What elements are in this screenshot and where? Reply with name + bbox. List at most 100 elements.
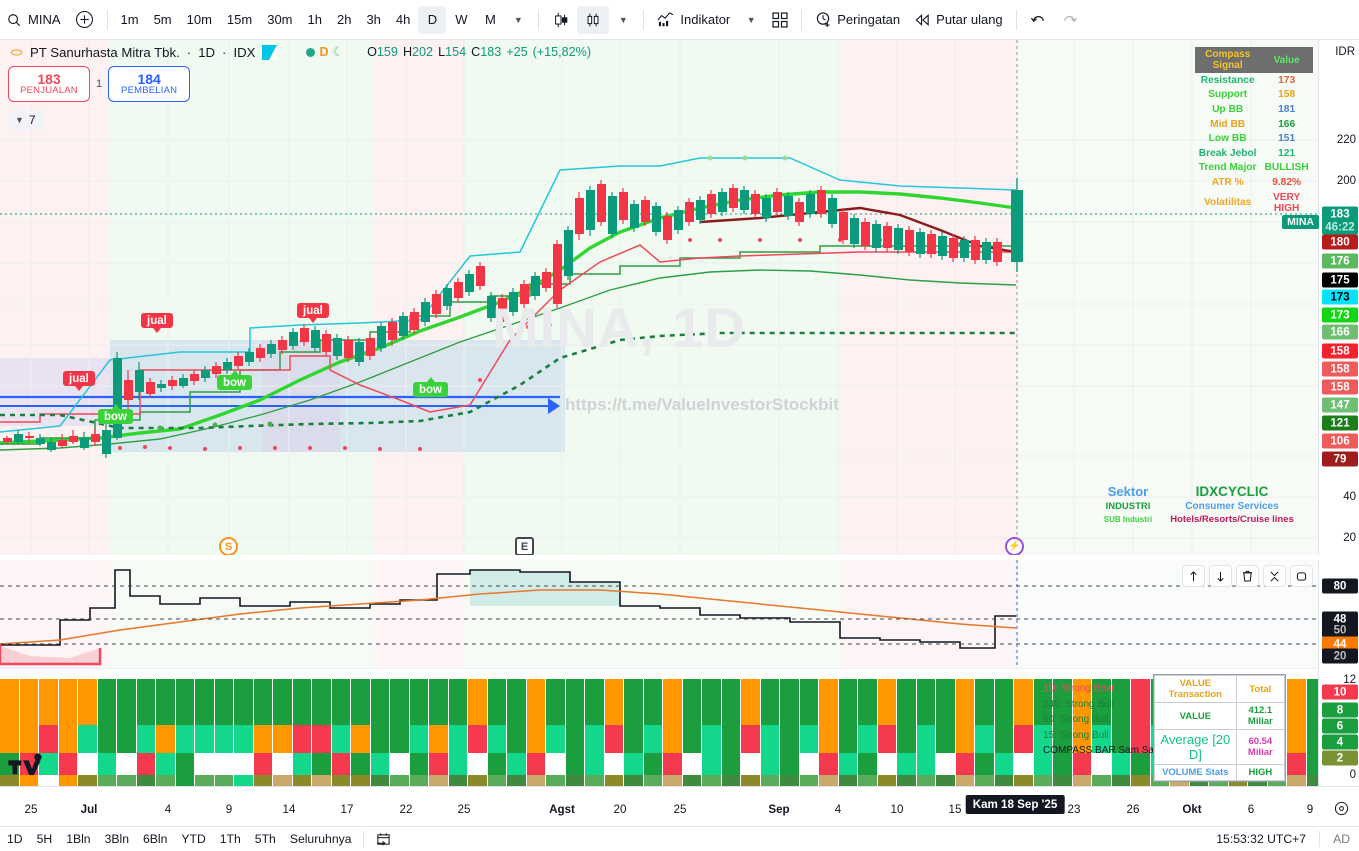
alerts-button[interactable]: Peringatan xyxy=(808,6,907,34)
undo-button[interactable] xyxy=(1023,6,1054,34)
indicator-subpane[interactable]: + xyxy=(0,560,1318,668)
range-6Bln[interactable]: 6Bln xyxy=(143,832,168,846)
price-tag[interactable]: 79 xyxy=(1322,451,1358,467)
signal-buy-tag[interactable]: bow xyxy=(98,404,133,424)
heatmap-tag[interactable]: 6 xyxy=(1322,718,1358,734)
move-up-button[interactable] xyxy=(1182,565,1205,587)
maximize-pane-button[interactable] xyxy=(1290,565,1313,587)
timezone-clock-icon[interactable] xyxy=(1334,801,1349,821)
replay-button[interactable]: Putar ulang xyxy=(907,6,1010,34)
value-table-row: VOLUME Stats HIGH xyxy=(1154,764,1286,781)
price-tag[interactable]: 175 xyxy=(1322,272,1358,288)
collapse-pane-button[interactable] xyxy=(1263,565,1286,587)
price-tag[interactable]: 158 xyxy=(1322,343,1358,359)
heatmap-cell xyxy=(546,679,565,725)
heatmap-tag[interactable]: 4 xyxy=(1322,734,1358,750)
range-5Th[interactable]: 5Th xyxy=(254,832,276,846)
heatmap-column xyxy=(916,679,935,786)
redo-button[interactable] xyxy=(1054,6,1085,34)
price-tag[interactable]: 147 xyxy=(1322,397,1358,413)
heatmap-tag[interactable]: 10 xyxy=(1322,684,1358,700)
indicator-scale-tag[interactable]: 50 xyxy=(1322,622,1358,638)
symbol-search-button[interactable]: MINA xyxy=(0,6,68,34)
heatmap-cell xyxy=(663,753,682,775)
heatmap-cell xyxy=(409,725,428,753)
session-indicator-group[interactable]: D ☾ xyxy=(306,44,344,60)
indicators-button[interactable]: Indikator xyxy=(650,6,737,34)
order-quantity[interactable]: 1 xyxy=(96,78,103,90)
compass-bar-pane[interactable] xyxy=(0,668,1318,786)
move-down-button[interactable] xyxy=(1209,565,1232,587)
price-tag[interactable]: 158 xyxy=(1322,361,1358,377)
timeframe-1h[interactable]: 1h xyxy=(307,12,322,27)
range-1Bln[interactable]: 1Bln xyxy=(66,832,91,846)
marker-earnings-badge[interactable]: E xyxy=(515,537,534,555)
legend-interval[interactable]: 1D xyxy=(198,44,216,60)
heatmap-tag[interactable]: 2 xyxy=(1322,750,1358,766)
chart-type-candles-button[interactable] xyxy=(545,6,577,34)
range-1D[interactable]: 1D xyxy=(7,832,23,846)
range-5H[interactable]: 5H xyxy=(36,832,53,846)
marker-event-badge[interactable]: ⚡ xyxy=(1005,537,1024,555)
range-1Th[interactable]: 1Th xyxy=(219,832,241,846)
delete-pane-button[interactable] xyxy=(1236,565,1259,587)
signal-buy-tag[interactable]: bow xyxy=(217,370,252,390)
compass-row-label: Break Jebol xyxy=(1198,147,1257,159)
buy-button[interactable]: 184 PEMBELIAN xyxy=(108,66,191,102)
main-chart-pane[interactable]: MINA, 1D https://t.me/ValueInvestorStock… xyxy=(0,40,1318,555)
add-symbol-button[interactable] xyxy=(68,6,101,34)
chart-type-more-button[interactable]: ▼ xyxy=(609,6,637,34)
marker-split-badge[interactable]: S xyxy=(219,537,238,555)
price-tag[interactable]: 173 xyxy=(1322,307,1358,323)
signal-sell-tag[interactable]: jual xyxy=(63,371,95,391)
range-YTD[interactable]: YTD xyxy=(181,832,206,846)
heatmap-scale[interactable]: 12 0 10 8 6 4 2 xyxy=(1318,668,1359,786)
indicator-scale[interactable]: 80 48 50 44 20 xyxy=(1318,560,1359,668)
timeframe-1m[interactable]: 1m xyxy=(120,12,139,27)
price-tag[interactable]: 173 xyxy=(1322,289,1358,305)
signal-sell-tag[interactable]: jual xyxy=(297,303,329,323)
legend-symbol-name[interactable]: PT Sanurhasta Mitra Tbk. xyxy=(30,44,180,60)
range-Seluruhnya[interactable]: Seluruhnya xyxy=(289,832,352,846)
timeframe-10m[interactable]: 10m xyxy=(186,12,212,27)
time-axis[interactable]: 25 Jul 4 9 14 17 22 25 Agst 20 25 Sep 4 10 15 23 26 Okt 6 9… xyxy=(0,786,1359,826)
eye-icon[interactable] xyxy=(10,46,23,59)
indicator-scale-tag[interactable]: 80 xyxy=(1322,578,1358,594)
price-tag[interactable]: 176 xyxy=(1322,253,1358,269)
price-tag[interactable]: 46:22 xyxy=(1322,219,1358,235)
indicator-scale-tag[interactable]: 44 xyxy=(1322,636,1358,652)
price-scale[interactable]: IDR 22020040200 18346:221801761751731731… xyxy=(1318,40,1359,583)
timeframe-M[interactable]: M xyxy=(484,12,496,27)
heatmap-cell xyxy=(1092,753,1111,775)
indicator-scale-tag[interactable]: 20 xyxy=(1322,648,1358,664)
tradingview-logo-icon[interactable] xyxy=(8,753,42,782)
timeframe-4h[interactable]: 4h xyxy=(395,12,411,27)
price-tag[interactable]: 158 xyxy=(1322,379,1358,395)
layouts-button[interactable] xyxy=(765,6,795,34)
timeframe-2h[interactable]: 2h xyxy=(336,12,352,27)
timeframe-more-button[interactable]: ▼ xyxy=(504,6,532,34)
price-tag[interactable]: 121 xyxy=(1322,415,1358,431)
signal-buy-tag[interactable]: bow xyxy=(413,377,448,397)
chart-type-bars-button[interactable] xyxy=(577,5,610,34)
legend-exchange[interactable]: IDX xyxy=(233,44,256,60)
ad-label[interactable]: AD xyxy=(1333,832,1350,846)
timeframe-15m[interactable]: 15m xyxy=(226,12,253,27)
timeframe-W[interactable]: W xyxy=(455,12,468,27)
price-tag[interactable]: 180 xyxy=(1322,234,1358,250)
timeframe-D[interactable]: D xyxy=(418,5,447,34)
sell-button[interactable]: 183 PENJUALAN xyxy=(8,66,90,102)
range-3Bln[interactable]: 3Bln xyxy=(104,832,129,846)
clock-display[interactable]: 15:53:32 UTC+7 xyxy=(1216,832,1307,846)
heatmap-tag[interactable]: 8 xyxy=(1322,702,1358,718)
indicators-dropdown-button[interactable]: ▼ xyxy=(737,6,765,34)
order-unit-dropdown[interactable]: ▼ 7 xyxy=(8,110,43,130)
timeframe-30m[interactable]: 30m xyxy=(267,12,293,27)
price-tag[interactable]: 166 xyxy=(1322,324,1358,340)
timeframe-3h[interactable]: 3h xyxy=(366,12,381,27)
goto-date-button[interactable] xyxy=(369,829,398,849)
price-tag[interactable]: 106 xyxy=(1322,433,1358,449)
price-tag[interactable]: 183 xyxy=(1322,206,1358,222)
timeframe-5m[interactable]: 5m xyxy=(153,12,172,27)
signal-sell-tag[interactable]: jual xyxy=(141,313,173,333)
